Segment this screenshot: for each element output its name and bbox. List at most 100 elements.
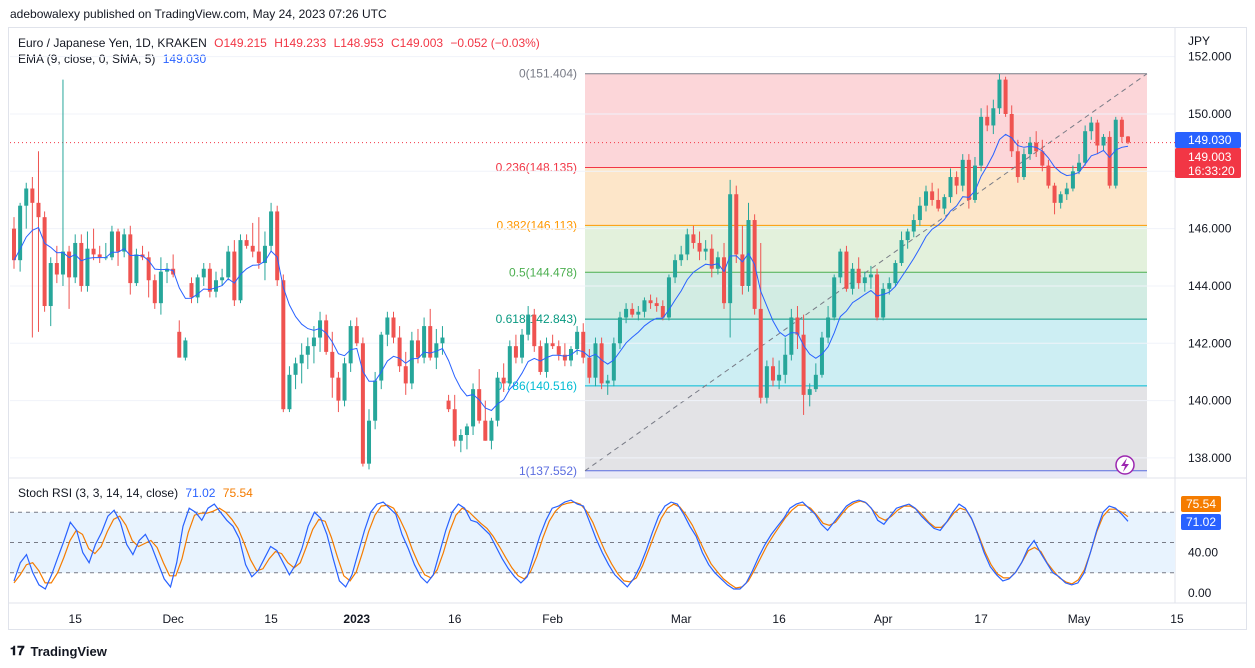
stoch-rsi-pane — [10, 499, 1175, 590]
candle-body — [48, 263, 53, 307]
candle-body — [391, 317, 396, 338]
candle-body — [850, 268, 855, 289]
candle-body — [1077, 162, 1082, 172]
time-tick-label: 16 — [448, 612, 462, 626]
candle-body — [232, 251, 237, 301]
candle-body — [434, 343, 439, 358]
candle-body — [972, 165, 977, 200]
stoch-label[interactable]: Stoch RSI (3, 3, 14, 14, close) — [18, 486, 179, 500]
candle-body — [660, 306, 665, 318]
fib-zone — [585, 167, 1147, 226]
candle-body — [513, 346, 518, 358]
candles — [12, 73, 1130, 470]
candle-body — [703, 248, 708, 252]
candle-body — [330, 351, 335, 378]
time-tick-label: 17 — [974, 612, 988, 626]
candle-body — [207, 268, 212, 292]
candle-body — [85, 248, 90, 286]
candle-body — [991, 108, 996, 126]
tradingview-logo[interactable]: 𝟏𝟕 TradingView — [10, 643, 107, 659]
time-tick-label: 15 — [264, 612, 278, 626]
alert-icon[interactable] — [1115, 455, 1135, 475]
candle-body — [520, 334, 525, 358]
candle-body — [244, 240, 249, 246]
ema-badge-text: 149.030 — [1188, 133, 1232, 147]
candle-body — [1052, 185, 1057, 203]
candle-body — [948, 177, 953, 198]
candle-body — [642, 300, 647, 312]
price-tick-label: 142.000 — [1188, 336, 1232, 350]
candle-body — [722, 257, 727, 304]
last-price-text: 149.003 — [1188, 150, 1232, 164]
fib-retracement[interactable]: 0(151.404) 0.236(148.135) 0.382(146.113) 0.… — [496, 67, 1148, 478]
candle-body — [893, 263, 898, 284]
candle-body — [238, 240, 243, 301]
stoch-tick-label: 40.00 — [1188, 546, 1218, 560]
candle-body — [740, 254, 745, 286]
ema-series — [13, 133, 1129, 412]
candle-body — [966, 159, 971, 200]
stoch-d-series — [13, 500, 1129, 589]
candle-body — [458, 435, 463, 441]
candle-body — [942, 197, 947, 209]
candle-body — [1126, 136, 1130, 143]
close-value: C149.003 — [391, 36, 444, 50]
candle-body — [367, 420, 372, 464]
price-tick-label: 146.000 — [1188, 222, 1232, 236]
candle-body — [1119, 119, 1124, 137]
candle-body — [311, 337, 316, 347]
candle-body — [256, 251, 261, 264]
last-price-badge: 149.003 16:33:20 — [1175, 148, 1241, 178]
price-tick-label: 152.000 — [1188, 50, 1232, 64]
ema-label[interactable]: EMA (9, close, 0, SMA, 5) — [18, 52, 156, 66]
candle-body — [109, 231, 114, 258]
candle-body — [807, 389, 812, 395]
candle-body — [60, 251, 65, 275]
candle-body — [195, 277, 200, 298]
symbol-title[interactable]: Euro / Japanese Yen, 1D, KRAKEN — [18, 36, 207, 50]
candle-body — [575, 331, 580, 350]
candle-body — [446, 400, 451, 410]
candle-body — [489, 420, 494, 441]
candle-body — [287, 374, 292, 410]
price-tick-label: 138.000 — [1188, 451, 1232, 465]
candle-body — [654, 303, 659, 307]
candle-body — [636, 311, 641, 315]
candle-body — [1101, 136, 1106, 146]
candle-body — [165, 268, 170, 272]
candle-body — [299, 354, 304, 364]
candle-body — [54, 263, 59, 275]
candle-body — [795, 317, 800, 335]
candle-body — [385, 317, 390, 335]
candle-body — [324, 320, 329, 352]
stoch-legend: Stoch RSI (3, 3, 14, 14, close) 71.02 75… — [18, 486, 257, 500]
candle-body — [134, 254, 139, 284]
candle-body — [428, 326, 433, 358]
candle-body — [379, 334, 384, 381]
candle-body — [985, 116, 990, 126]
main-legend: Euro / Japanese Yen, 1D, KRAKEN O149.215… — [18, 36, 544, 50]
candle-body — [403, 366, 408, 384]
currency-label: JPY — [1188, 34, 1210, 48]
candle-body — [293, 363, 298, 375]
candle-body — [501, 377, 506, 384]
time-tick-label: Feb — [542, 612, 563, 626]
candle-body — [348, 326, 353, 364]
candle-body — [18, 205, 23, 261]
candle-body — [617, 317, 622, 344]
candle-body — [611, 343, 616, 381]
tv-icon: 𝟏𝟕 — [10, 643, 25, 658]
time-tick-label: 2023 — [343, 612, 370, 626]
stoch-d-badge: 75.54 — [1181, 496, 1221, 512]
candle-body — [587, 357, 592, 378]
stoch-k-series — [13, 499, 1129, 590]
candle-body — [213, 280, 218, 292]
candle-body — [605, 380, 610, 384]
candle-body — [844, 251, 849, 289]
candle-body — [936, 199, 941, 209]
candle-body — [415, 340, 420, 358]
candle-body — [281, 280, 286, 410]
candle-body — [789, 317, 794, 355]
candle-body — [911, 220, 916, 232]
